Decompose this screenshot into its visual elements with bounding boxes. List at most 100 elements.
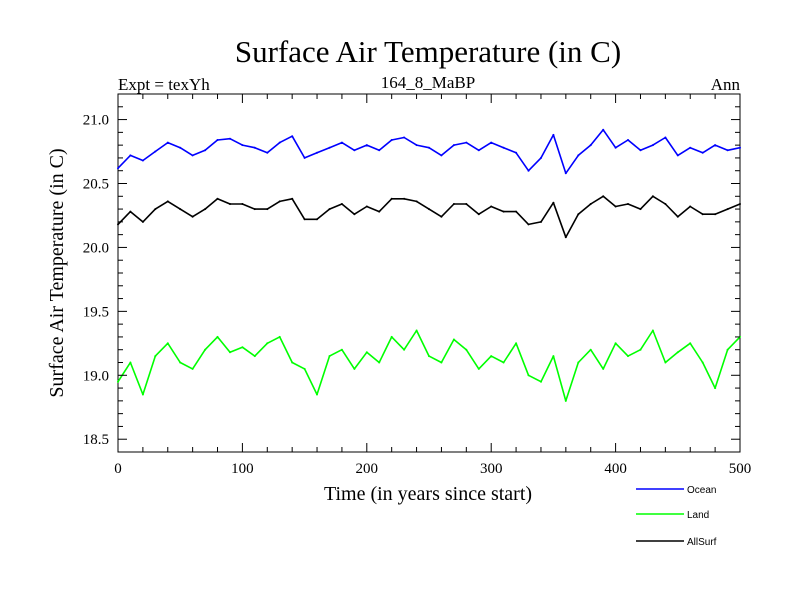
data-point-ocean [154, 150, 157, 153]
data-point-allsurf [527, 223, 530, 226]
data-point-land [378, 361, 381, 364]
y-tick-label: 20.5 [83, 177, 109, 193]
data-point-land [701, 361, 704, 364]
data-point-allsurf [689, 205, 692, 208]
x-tick-label: 400 [604, 461, 627, 477]
data-point-allsurf [701, 213, 704, 216]
data-point-allsurf [465, 203, 468, 205]
y-tick-label: 21.0 [83, 113, 109, 129]
data-point-land [614, 342, 617, 345]
data-point-land [353, 367, 356, 370]
data-point-ocean [602, 128, 605, 131]
data-point-allsurf [278, 200, 281, 203]
y-axis-label: Surface Air Temperature (in C) [46, 148, 68, 397]
data-point-allsurf [664, 203, 667, 205]
data-point-allsurf [440, 215, 443, 218]
data-point-allsurf [166, 200, 169, 203]
data-point-ocean [179, 146, 182, 149]
series-layer [117, 128, 741, 402]
data-point-land [141, 393, 144, 396]
data-point-ocean [191, 154, 194, 157]
data-point-land [502, 361, 505, 364]
data-point-ocean [527, 169, 530, 172]
data-point-allsurf [378, 210, 381, 213]
data-point-allsurf [179, 208, 182, 211]
data-point-allsurf [515, 210, 518, 213]
data-point-allsurf [739, 203, 741, 205]
data-point-allsurf [564, 236, 567, 239]
data-point-allsurf [191, 215, 194, 218]
data-point-ocean [614, 146, 617, 149]
data-point-land [328, 355, 331, 358]
data-point-ocean [353, 149, 356, 152]
data-point-land [714, 387, 717, 390]
data-point-land [564, 399, 567, 402]
data-point-ocean [328, 146, 331, 149]
data-point-allsurf [614, 205, 617, 208]
data-point-allsurf [726, 208, 729, 211]
data-point-ocean [241, 144, 244, 147]
data-point-land [291, 361, 294, 364]
data-point-land [589, 348, 592, 351]
data-point-allsurf [117, 223, 119, 226]
y-tick-label: 18.5 [83, 432, 109, 448]
series-line-ocean [117, 129, 741, 175]
data-point-allsurf [365, 205, 368, 208]
data-point-land [117, 380, 119, 383]
data-point-allsurf [229, 203, 231, 205]
data-point-ocean [651, 144, 654, 147]
legend-label-allsurf: AllSurf [687, 537, 717, 548]
data-point-land [552, 355, 555, 358]
data-point-ocean [739, 146, 741, 149]
chart-title: Surface Air Temperature (in C) [235, 34, 621, 69]
season-label: Ann [711, 75, 741, 94]
data-point-allsurf [141, 220, 144, 223]
data-point-land [166, 342, 169, 345]
data-point-allsurf [353, 213, 356, 216]
data-point-allsurf [266, 208, 269, 211]
series-line-land [117, 329, 741, 402]
data-point-land [651, 329, 654, 332]
data-point-ocean [577, 154, 580, 157]
data-point-land [253, 355, 256, 358]
data-point-ocean [117, 167, 119, 170]
data-point-allsurf [204, 208, 207, 211]
data-point-ocean [564, 172, 567, 175]
data-point-allsurf [490, 205, 493, 208]
data-point-ocean [627, 139, 629, 141]
data-point-allsurf [627, 203, 629, 205]
data-point-allsurf [428, 208, 430, 211]
data-point-land [540, 380, 542, 383]
legend-label-ocean: Ocean [687, 485, 716, 496]
data-point-allsurf [714, 213, 717, 216]
data-point-allsurf [589, 203, 592, 205]
data-point-land [477, 367, 480, 370]
data-point-allsurf [291, 197, 294, 200]
data-point-land [191, 367, 194, 370]
data-point-allsurf [390, 197, 393, 200]
data-point-land [365, 351, 368, 354]
x-tick-label: 300 [480, 461, 503, 477]
data-point-allsurf [540, 220, 542, 223]
data-point-ocean [316, 151, 318, 154]
data-point-ocean [266, 151, 269, 154]
data-point-allsurf [502, 210, 505, 213]
data-point-land [129, 361, 132, 364]
data-point-ocean [204, 149, 207, 152]
data-point-ocean [390, 139, 393, 141]
data-point-allsurf [639, 208, 642, 211]
data-point-allsurf [328, 208, 331, 211]
data-point-ocean [540, 156, 542, 159]
data-point-ocean [639, 149, 642, 152]
data-point-allsurf [415, 200, 418, 203]
data-point-ocean [701, 151, 704, 154]
data-point-ocean [303, 156, 306, 159]
data-point-ocean [291, 135, 294, 138]
data-point-land [229, 351, 231, 354]
data-point-allsurf [154, 208, 157, 211]
data-point-land [515, 342, 518, 345]
data-point-land [726, 348, 729, 351]
data-point-allsurf [602, 195, 605, 198]
data-point-land [340, 348, 343, 351]
x-tick-label: 100 [231, 461, 254, 477]
